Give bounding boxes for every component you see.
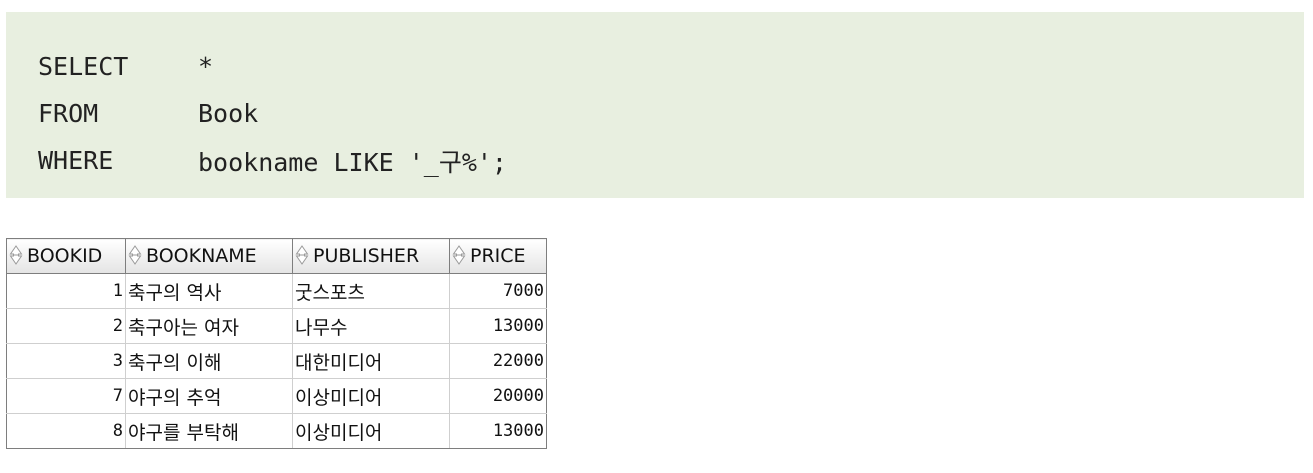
cell-bookname[interactable]: 축구의 역사 <box>125 273 293 309</box>
table-row[interactable]: 7 야구의 추억 이상미디어 20000 <box>6 378 547 414</box>
cell-publisher[interactable]: 대한미디어 <box>292 343 450 379</box>
query-results-grid: BOOKID BOOKNAME PUBLISHER PRICE 1 축구의 역사… <box>6 238 547 449</box>
sql-line-where: WHERE bookname LIKE '_구%'; <box>38 137 1304 184</box>
sql-line-select: SELECT * <box>38 43 1304 90</box>
cell-bookname[interactable]: 야구의 추억 <box>125 378 293 414</box>
sql-line-from: FROM Book <box>38 90 1304 137</box>
cell-bookname[interactable]: 축구의 이해 <box>125 343 293 379</box>
cell-price[interactable]: 7000 <box>449 273 547 309</box>
cell-publisher[interactable]: 이상미디어 <box>292 378 450 414</box>
table-row[interactable]: 2 축구아는 여자 나무수 13000 <box>6 308 547 344</box>
cell-bookid[interactable]: 8 <box>6 413 126 449</box>
sql-keyword: WHERE <box>38 146 114 175</box>
column-header-label: PRICE <box>470 245 526 267</box>
column-header-label: BOOKNAME <box>146 245 257 267</box>
table-row[interactable]: 8 야구를 부탁해 이상미디어 13000 <box>6 413 547 449</box>
cell-publisher[interactable]: 굿스포츠 <box>292 273 450 309</box>
cell-bookid[interactable]: 1 <box>6 273 126 309</box>
cell-price[interactable]: 22000 <box>449 343 547 379</box>
sql-keyword: SELECT <box>38 52 129 81</box>
grid-header-row: BOOKID BOOKNAME PUBLISHER PRICE <box>6 238 547 274</box>
sort-icon <box>9 245 23 265</box>
column-header-bookid[interactable]: BOOKID <box>6 238 126 274</box>
table-row[interactable]: 1 축구의 역사 굿스포츠 7000 <box>6 273 547 309</box>
sql-expression: * <box>198 52 214 81</box>
column-header-label: BOOKID <box>27 245 103 267</box>
cell-publisher[interactable]: 이상미디어 <box>292 413 450 449</box>
column-header-price[interactable]: PRICE <box>449 238 547 274</box>
sort-icon <box>128 245 142 265</box>
cell-price[interactable]: 20000 <box>449 378 547 414</box>
sql-expression: Book <box>198 99 259 128</box>
cell-price[interactable]: 13000 <box>449 413 547 449</box>
cell-bookid[interactable]: 7 <box>6 378 126 414</box>
sql-expression: bookname LIKE '_구%'; <box>198 147 507 177</box>
sort-icon <box>295 245 309 265</box>
sort-icon <box>452 245 466 265</box>
column-header-label: PUBLISHER <box>313 245 420 267</box>
sql-query-panel: SELECT * FROM Book WHERE bookname LIKE '_구%… <box>6 12 1304 198</box>
cell-bookname[interactable]: 야구를 부탁해 <box>125 413 293 449</box>
sql-keyword: FROM <box>38 99 99 128</box>
cell-bookid[interactable]: 2 <box>6 308 126 344</box>
cell-bookname[interactable]: 축구아는 여자 <box>125 308 293 344</box>
column-header-publisher[interactable]: PUBLISHER <box>292 238 450 274</box>
cell-bookid[interactable]: 3 <box>6 343 126 379</box>
table-row[interactable]: 3 축구의 이해 대한미디어 22000 <box>6 343 547 379</box>
column-header-bookname[interactable]: BOOKNAME <box>125 238 293 274</box>
cell-publisher[interactable]: 나무수 <box>292 308 450 344</box>
cell-price[interactable]: 13000 <box>449 308 547 344</box>
